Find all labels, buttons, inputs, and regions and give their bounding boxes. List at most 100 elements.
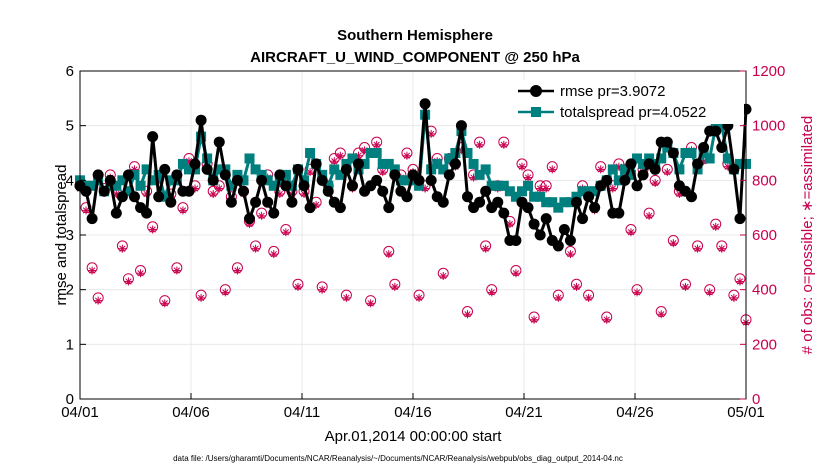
- rmse-point: [304, 202, 316, 214]
- assimilated-obs-marker: [330, 157, 339, 166]
- rmse-point: [425, 174, 437, 186]
- assimilated-obs-marker: [487, 288, 496, 297]
- assimilated-obs-marker: [384, 250, 393, 259]
- rmse-point: [383, 202, 395, 214]
- totalspread-point: [510, 191, 521, 202]
- totalspread-point: [559, 197, 570, 208]
- totalspread-point: [438, 164, 449, 175]
- totalspread-point: [141, 164, 152, 175]
- rmse-point: [728, 163, 740, 175]
- rmse-point: [455, 120, 467, 132]
- rmse-point: [377, 185, 389, 197]
- rmse-point: [116, 191, 128, 203]
- asterisk-stroke: [137, 270, 144, 277]
- totalspread-point: [553, 202, 564, 213]
- rmse-point: [522, 202, 534, 214]
- data-file-footnote: data file: /Users/gharamti/Documents/NCA…: [173, 454, 623, 463]
- asterisk-stroke: [197, 294, 205, 302]
- y-left-tick-label: 6: [66, 63, 74, 80]
- assimilated-obs-marker: [378, 168, 387, 177]
- assimilated-obs-marker: [475, 140, 484, 149]
- asterisk-stroke: [603, 316, 610, 323]
- x-axis-label: Apr.01,2014 00:00:00 start: [325, 428, 503, 445]
- y-right-tick-label: 600: [752, 227, 777, 244]
- rmse-point: [443, 169, 455, 181]
- totalspread-point: [686, 148, 697, 158]
- assimilated-obs-marker: [427, 129, 436, 138]
- rmse-point: [449, 158, 461, 170]
- totalspread-point: [250, 164, 261, 175]
- rmse-point: [474, 196, 486, 208]
- assimilated-obs-marker: [463, 310, 472, 319]
- totalspread-point: [214, 164, 225, 175]
- totalspread-point: [365, 148, 376, 158]
- asterisk-stroke: [282, 229, 290, 236]
- y-left-tick-label: 1: [66, 336, 74, 353]
- totalspread-point: [468, 158, 479, 169]
- asterisk-stroke: [536, 185, 544, 192]
- totalspread-point: [474, 169, 485, 180]
- x-tick-label: 04/16: [394, 404, 432, 421]
- assimilated-obs-marker: [124, 277, 133, 286]
- asterisk-stroke: [645, 212, 653, 220]
- asterisk-stroke: [500, 141, 507, 148]
- rmse-point: [589, 202, 601, 214]
- assimilated-obs-marker: [415, 293, 424, 302]
- assimilated-obs-marker: [257, 211, 266, 220]
- rmse-point: [686, 191, 698, 203]
- asterisk-stroke: [476, 141, 483, 148]
- assimilated-obs-marker: [172, 266, 181, 275]
- rmse-point: [141, 207, 153, 219]
- x-tick-label: 04/06: [172, 404, 210, 421]
- assimilated-obs-marker: [663, 168, 672, 177]
- assimilated-obs-marker: [608, 184, 617, 193]
- assimilated-obs-marker: [530, 315, 539, 324]
- rmse-point: [625, 158, 637, 170]
- rmse-point: [558, 224, 570, 236]
- asterisk-stroke: [270, 250, 277, 258]
- asterisk-stroke: [682, 283, 689, 291]
- x-tick-label: 04/01: [61, 404, 99, 421]
- rmse-point: [698, 142, 710, 154]
- chart-title: Southern Hemisphere: [337, 27, 493, 44]
- asterisk-stroke: [391, 283, 398, 291]
- assimilated-obs-marker: [524, 173, 533, 182]
- rmse-point: [552, 240, 564, 252]
- totalspread-point: [680, 148, 691, 158]
- assimilated-obs-marker: [481, 244, 490, 253]
- totalspread-point: [401, 175, 412, 186]
- y-right-tick-label: 400: [752, 282, 777, 299]
- assimilated-obs-marker: [548, 165, 557, 174]
- y-axis-left-label: rmse and totalspread: [53, 165, 70, 306]
- totalspread-point: [638, 158, 649, 169]
- assimilated-obs-marker: [439, 272, 448, 280]
- asterisk-stroke: [658, 311, 665, 318]
- asterisk-stroke: [258, 212, 265, 220]
- rmse-point: [734, 213, 746, 225]
- rmse-point: [389, 169, 401, 181]
- assimilated-obs-marker: [499, 140, 508, 149]
- rmse-point: [570, 196, 582, 208]
- totalspread-point: [535, 191, 546, 202]
- totalspread-point: [165, 175, 176, 186]
- y-left-tick-label: 2: [66, 282, 74, 299]
- totalspread-point: [244, 153, 255, 164]
- asterisk-stroke: [403, 152, 411, 159]
- totalspread-point: [147, 175, 158, 186]
- assimilated-obs-marker: [517, 162, 526, 171]
- assimilated-obs-marker: [118, 244, 127, 253]
- rmse-point: [183, 185, 195, 197]
- rmse-point: [207, 174, 219, 186]
- assimilated-obs-marker: [542, 184, 551, 193]
- assimilated-obs-marker: [626, 228, 635, 237]
- totalspread-point: [498, 180, 509, 191]
- totalspread-point: [280, 169, 291, 180]
- rmse-point: [298, 180, 310, 192]
- asterisk-stroke: [530, 316, 538, 323]
- rmse-point: [316, 174, 328, 186]
- totalspread-point: [117, 175, 128, 186]
- asterisk-stroke: [179, 207, 187, 214]
- rmse-point: [201, 163, 213, 175]
- totalspread-point: [371, 148, 382, 158]
- totalspread-point: [656, 153, 667, 164]
